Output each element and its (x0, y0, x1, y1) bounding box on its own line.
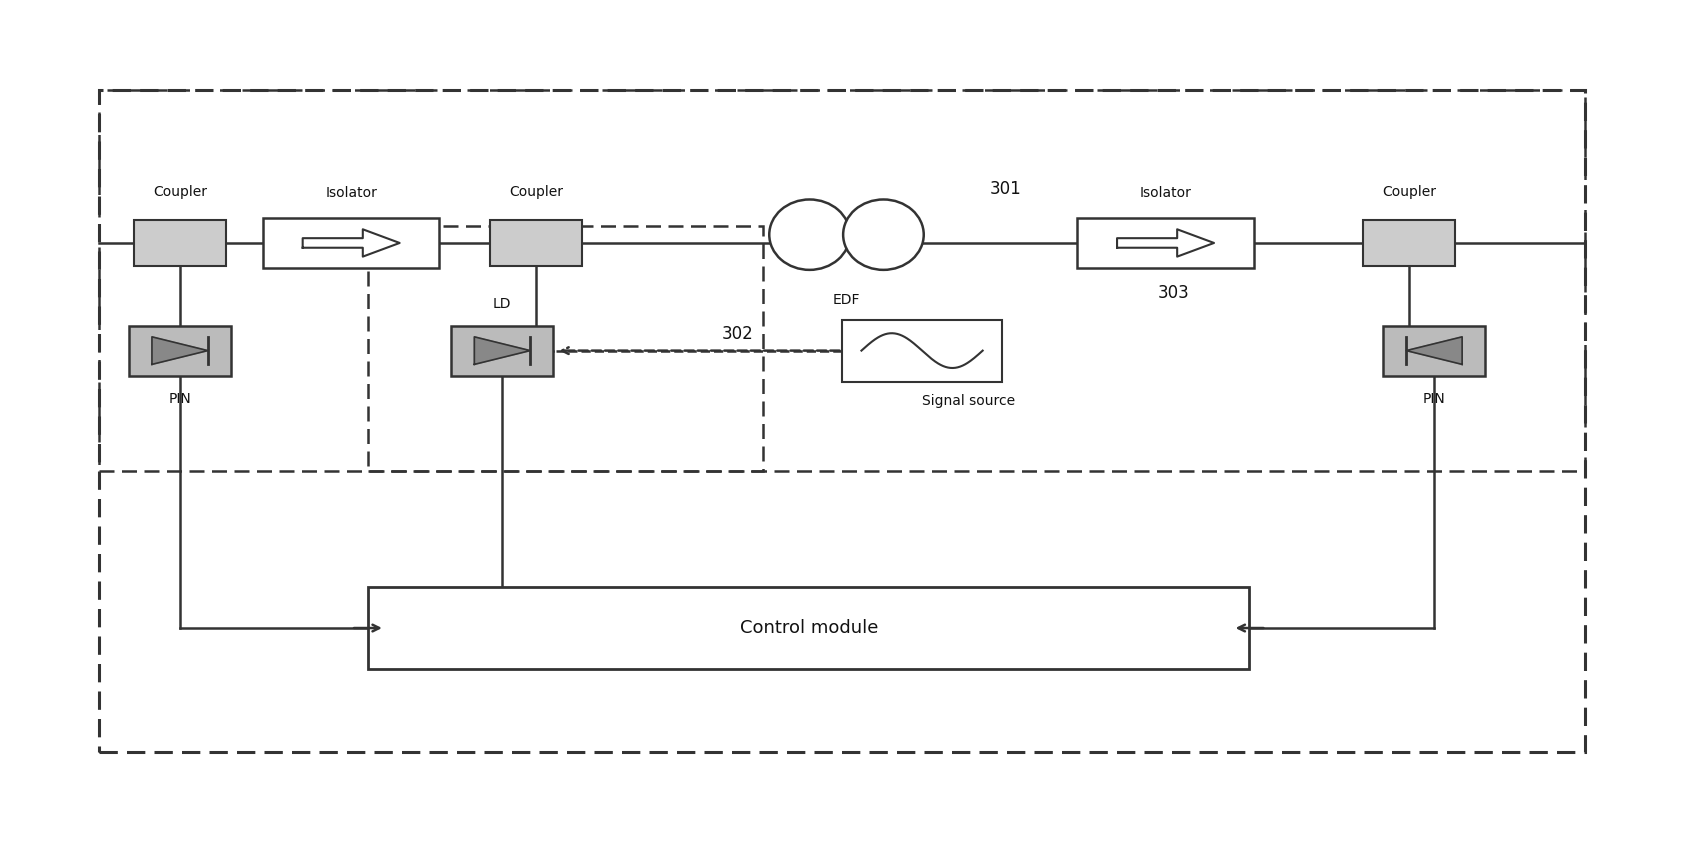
Bar (489, 221, 582, 266)
Ellipse shape (769, 200, 850, 270)
Text: 302: 302 (721, 325, 753, 343)
Text: PIN: PIN (169, 392, 191, 406)
Text: EDF: EDF (833, 293, 860, 306)
Bar (1363, 221, 1456, 266)
Polygon shape (1117, 229, 1214, 257)
Text: Isolator: Isolator (325, 186, 378, 200)
Polygon shape (303, 229, 400, 257)
Text: 301: 301 (990, 180, 1023, 198)
Bar (1077, 218, 1255, 268)
Polygon shape (474, 337, 530, 365)
Polygon shape (1407, 337, 1463, 365)
Bar (367, 587, 1249, 669)
Bar (134, 221, 227, 266)
Text: Isolator: Isolator (1139, 186, 1192, 200)
Ellipse shape (843, 200, 924, 270)
Text: Coupler: Coupler (510, 185, 562, 200)
Text: Signal source: Signal source (923, 394, 1016, 408)
Bar (100, 90, 1585, 752)
Bar (452, 326, 554, 376)
Bar (1383, 326, 1485, 376)
Polygon shape (152, 337, 208, 365)
Bar (100, 90, 1585, 471)
Text: Control module: Control module (740, 619, 879, 637)
Text: Coupler: Coupler (152, 185, 207, 200)
Bar (843, 320, 1002, 381)
Text: Coupler: Coupler (1381, 185, 1436, 200)
Bar (367, 226, 762, 471)
Text: PIN: PIN (1422, 392, 1446, 406)
Bar (262, 218, 438, 268)
Text: LD: LD (493, 296, 511, 311)
Bar (129, 326, 230, 376)
Text: 303: 303 (1158, 284, 1190, 301)
